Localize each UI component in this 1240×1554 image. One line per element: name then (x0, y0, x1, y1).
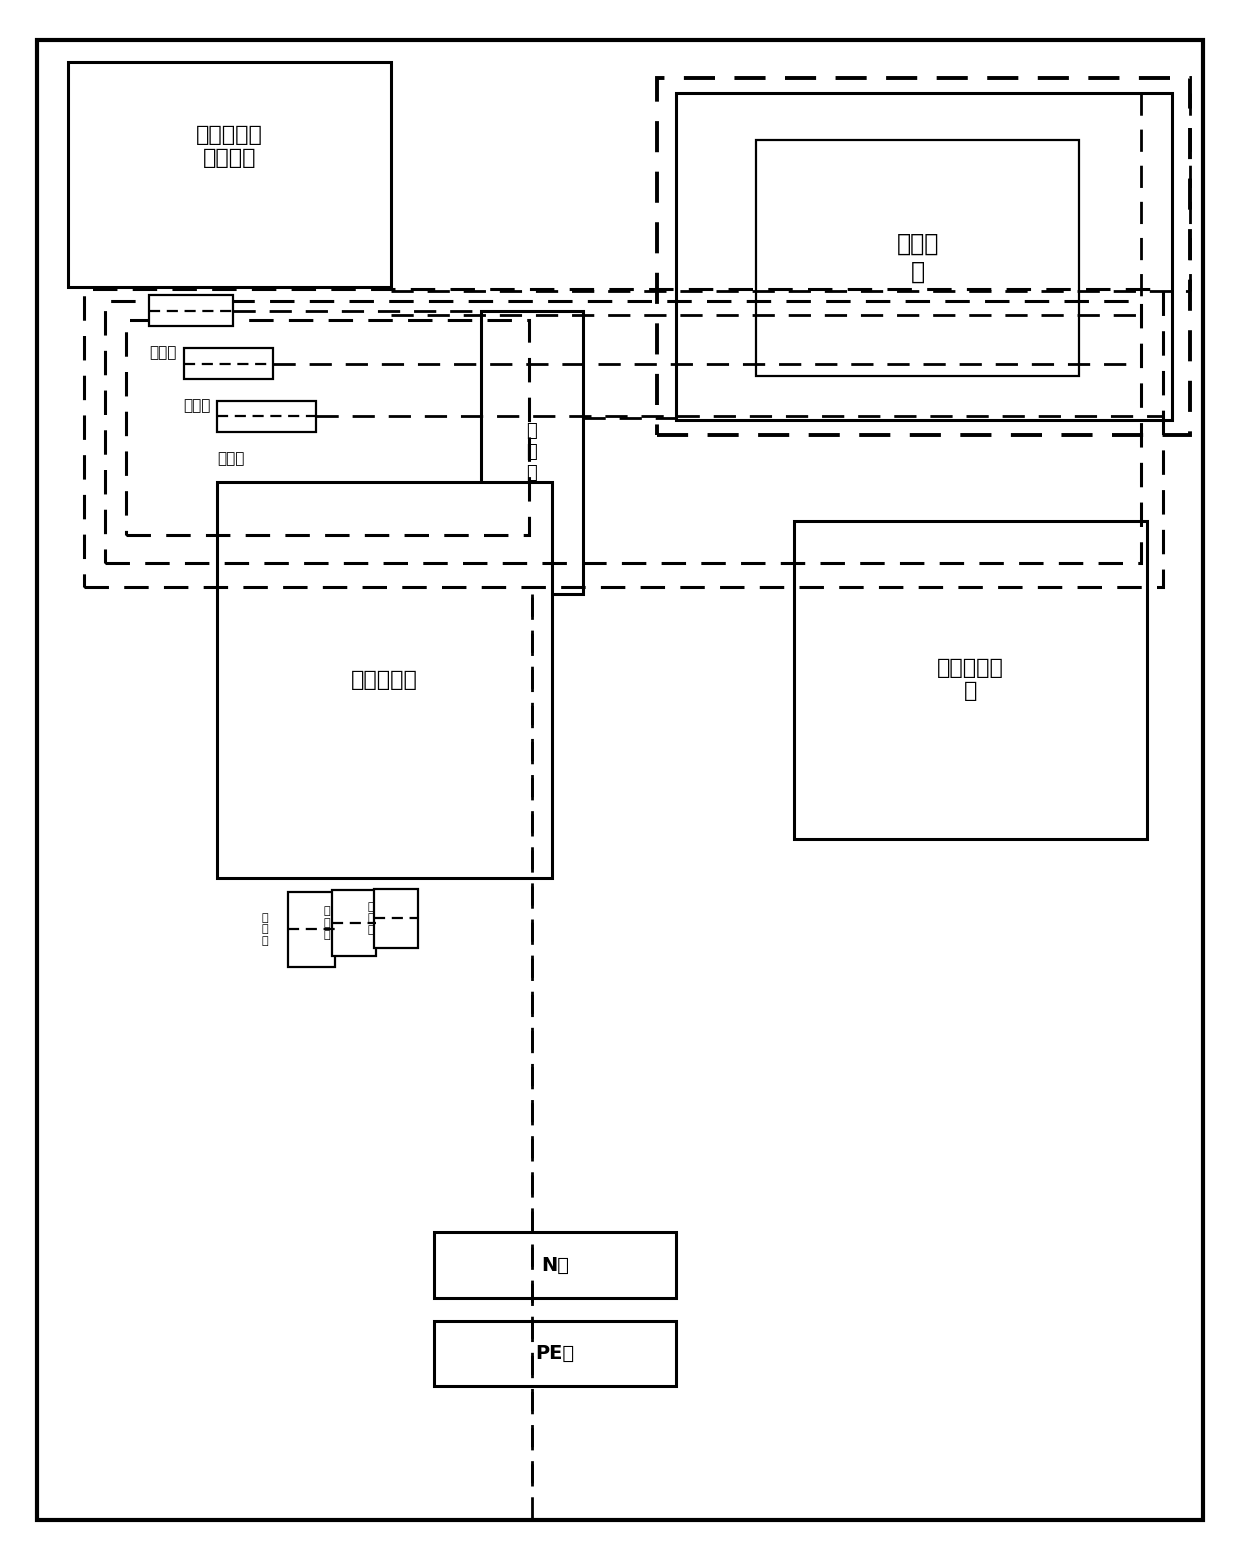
Bar (288, 892, 335, 967)
Bar (676, 93, 1172, 420)
Text: 互
感
器: 互 感 器 (368, 901, 374, 936)
Bar (184, 348, 273, 379)
Text: 互感器: 互感器 (149, 345, 176, 361)
Text: 电
子
锁: 电 子 锁 (527, 423, 537, 482)
Bar (434, 1321, 676, 1386)
Text: 互
感
器: 互 感 器 (262, 912, 268, 946)
Bar (68, 62, 391, 287)
Text: 塑壳断路器: 塑壳断路器 (351, 670, 418, 690)
Bar (149, 295, 233, 326)
Bar (84, 289, 1163, 587)
Bar (794, 521, 1147, 839)
Text: 线性霍
尔: 线性霍 尔 (897, 232, 939, 284)
Text: 重合闸断路
器: 重合闸断路 器 (937, 659, 1003, 701)
Text: N排: N排 (541, 1256, 569, 1274)
Bar (126, 320, 529, 535)
Text: 互感器: 互感器 (217, 451, 244, 466)
Bar (105, 301, 1141, 563)
Bar (332, 890, 376, 956)
Bar (217, 401, 316, 432)
Bar (481, 311, 583, 594)
Text: 计量箱智能
监测模块: 计量箱智能 监测模块 (196, 126, 263, 168)
Bar (756, 140, 1079, 376)
Bar (657, 78, 1190, 435)
Bar (434, 1232, 676, 1298)
Bar (217, 482, 552, 878)
Text: 互
感
器: 互 感 器 (324, 906, 330, 940)
Text: 互感器: 互感器 (184, 398, 211, 413)
Bar (374, 889, 418, 948)
Text: PE排: PE排 (536, 1344, 574, 1363)
